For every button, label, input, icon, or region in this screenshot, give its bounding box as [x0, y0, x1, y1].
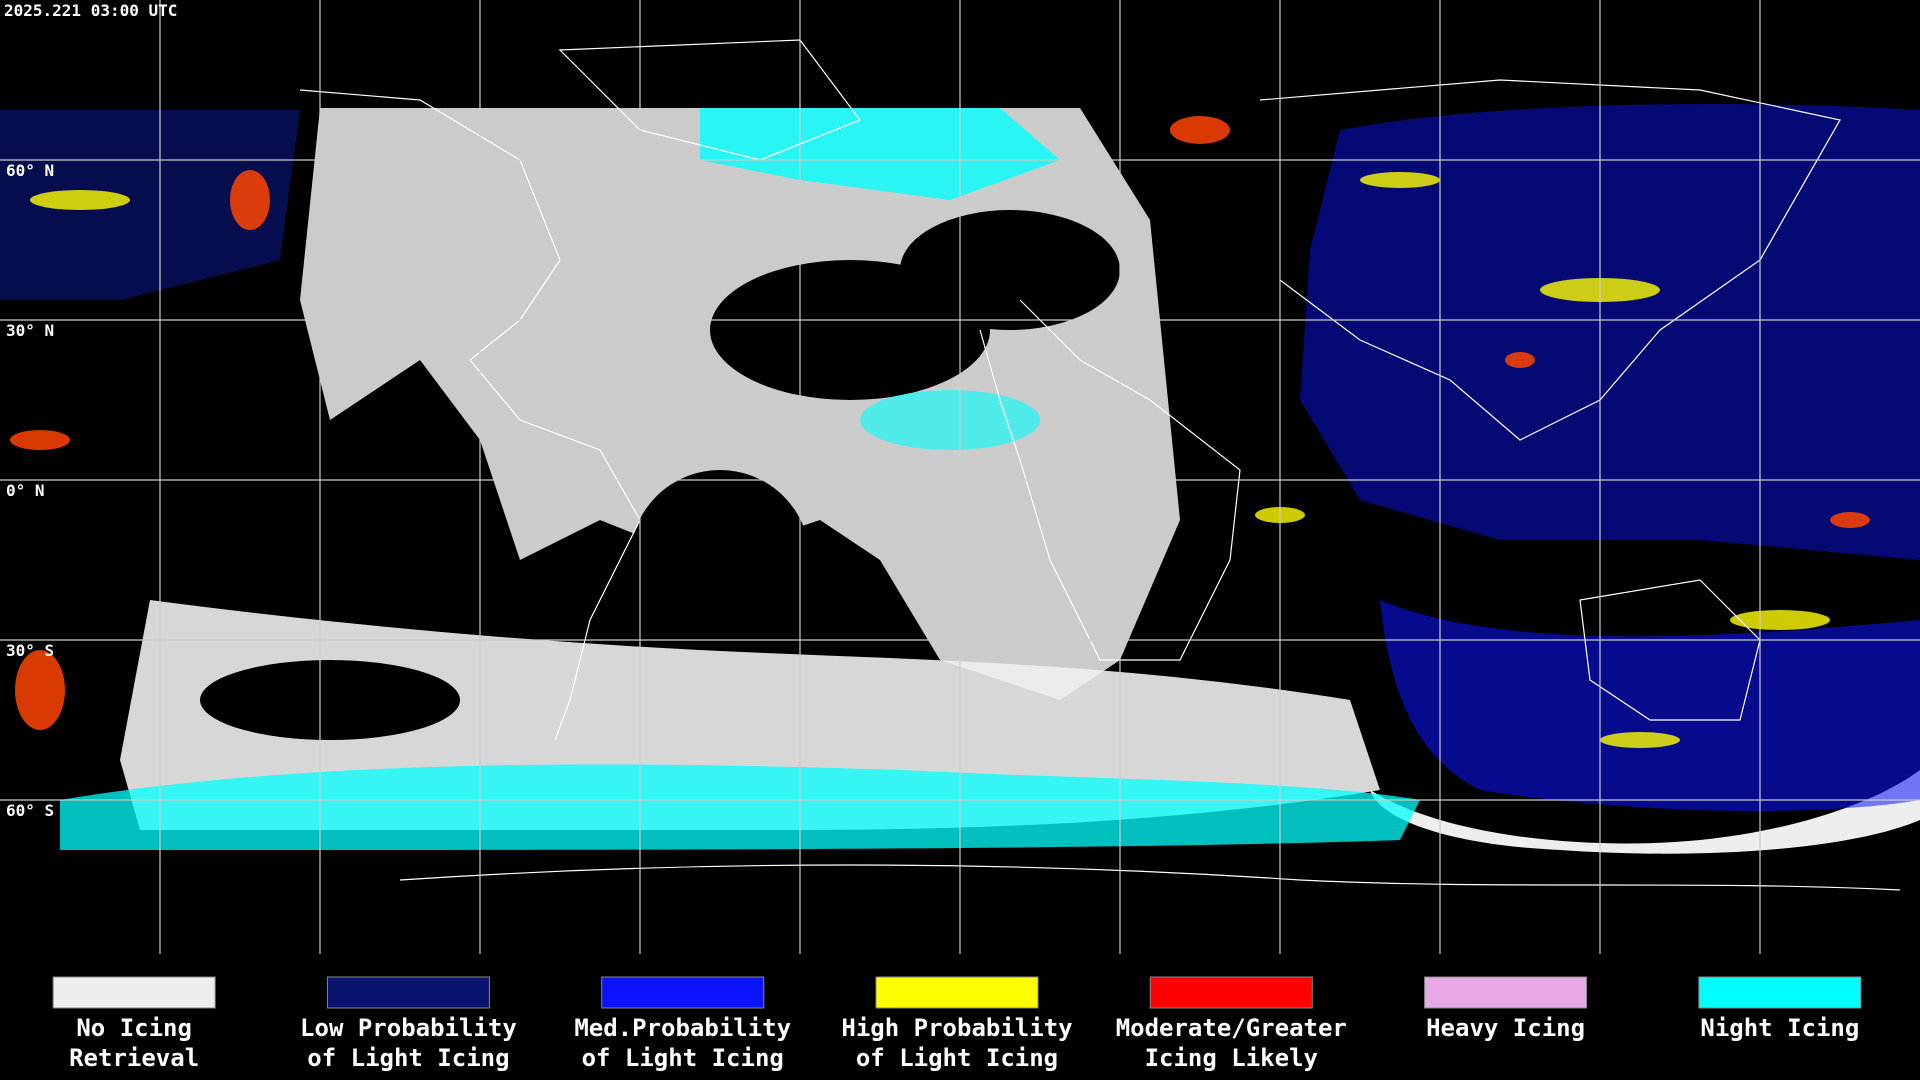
latitude-label: 30° N — [6, 321, 54, 340]
legend-label: High Probability — [841, 1014, 1072, 1042]
legend-label: Moderate/Greater — [1116, 1014, 1347, 1042]
graticule — [0, 0, 1920, 954]
legend-label: Heavy Icing — [1426, 1014, 1585, 1042]
coastlines — [299, 39, 1901, 891]
legend-swatch — [601, 976, 765, 1009]
latitude-label: 0° N — [6, 481, 45, 500]
legend-swatch — [52, 976, 216, 1009]
latitude-label: 60° N — [6, 161, 54, 180]
legend-label: Retrieval — [69, 1044, 199, 1072]
legend-label: Med.Probability — [574, 1014, 791, 1042]
legend-label: Low Probability — [300, 1014, 517, 1042]
legend-swatch — [1424, 976, 1588, 1009]
legend-swatch — [326, 976, 490, 1009]
legend-label: Night Icing — [1700, 1014, 1859, 1042]
latitude-label: 60° S — [6, 801, 54, 820]
latitude-labels: 60° N 30° N 0° N 30° S 60° S — [6, 161, 54, 820]
timestamp: 2025.221 03:00 UTC — [4, 1, 177, 20]
latitude-label: 30° S — [6, 641, 54, 660]
legend-label: No Icing — [76, 1014, 192, 1042]
legend-label: of Light Icing — [307, 1044, 509, 1072]
legend-label: Icing Likely — [1145, 1044, 1318, 1072]
legend-swatch — [1149, 976, 1313, 1009]
legend-label: of Light Icing — [856, 1044, 1058, 1072]
legend-swatch — [875, 976, 1039, 1009]
legend-swatch — [1698, 976, 1862, 1009]
legend-label: of Light Icing — [582, 1044, 784, 1072]
